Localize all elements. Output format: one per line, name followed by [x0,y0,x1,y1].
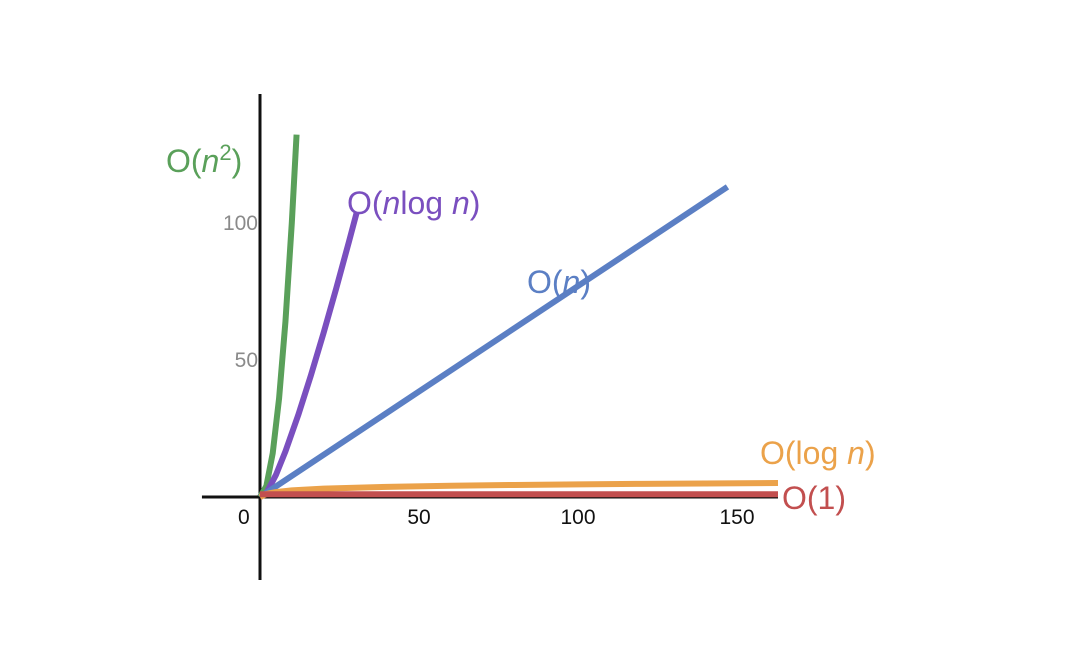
y-tick-label: 50 [235,349,258,372]
x-tick-label: 0 [238,506,250,529]
series-label: O(1) [782,480,846,516]
y-tick-label: 100 [223,212,258,235]
series-labels-layer: O(n2) O(nlog n) O(n) O(log n) O(1) [166,140,876,517]
series-line [258,184,730,500]
series-label: O(log n) [760,435,876,471]
x-tick-label: 50 [407,506,430,529]
series-label: O(n) [527,264,591,300]
x-tick-label: 150 [719,506,754,529]
x-tick-label: 100 [560,506,595,529]
series-label: O(n2) [166,140,242,180]
series-layer [257,134,778,500]
series-line [258,211,360,500]
series-label: O(nlog n) [347,185,480,221]
ticks-layer: 0 50 100 150 50 100 [223,212,755,529]
series-line [257,134,300,499]
axes-layer [201,94,778,580]
